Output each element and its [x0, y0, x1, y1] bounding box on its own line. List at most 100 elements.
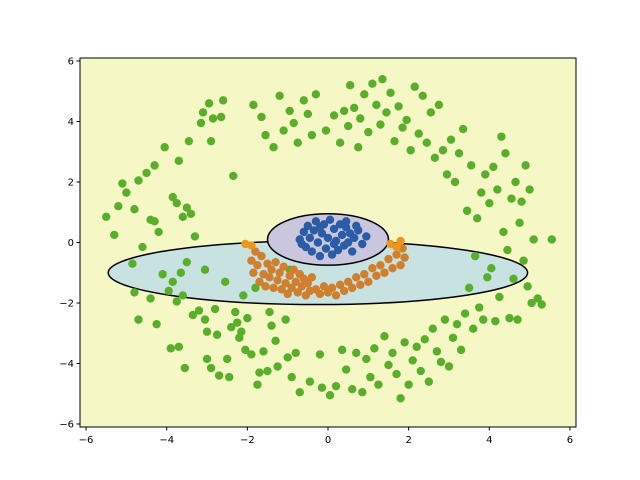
- point-middle_ring-7: [261, 282, 270, 291]
- point-outer_ring-130: [394, 102, 403, 111]
- point-outer_ring-96: [317, 383, 327, 392]
- point-middle_ring-30: [307, 273, 317, 282]
- point-outer_ring-193: [521, 161, 530, 170]
- point-outer_ring-9: [134, 315, 143, 324]
- data-points: [102, 74, 557, 403]
- y-tick-label: 0: [68, 238, 74, 249]
- point-outer_ring-186: [507, 194, 516, 203]
- point-outer_ring-97: [321, 126, 331, 135]
- point-middle_ring_highlight-3: [392, 242, 401, 252]
- point-inner_cluster-32: [315, 223, 325, 232]
- point-outer_ring-8: [134, 176, 143, 185]
- point-outer_ring-138: [410, 82, 419, 91]
- point-outer_ring-124: [382, 108, 391, 117]
- point-inner_cluster-1: [299, 227, 309, 237]
- point-outer_ring-122: [378, 74, 387, 84]
- point-outer_ring-82: [281, 315, 290, 324]
- point-outer_ring-156: [446, 135, 456, 144]
- point-outer_ring-142: [418, 91, 427, 101]
- point-outer_ring-58: [229, 171, 238, 181]
- point-outer_ring-55: [222, 354, 232, 364]
- point-outer_ring-98: [325, 391, 335, 400]
- point-outer_ring-90: [299, 96, 309, 105]
- point-outer_ring-87: [291, 348, 300, 358]
- point-outer_ring-159: [452, 319, 462, 329]
- point-inner_cluster-12: [321, 244, 331, 253]
- point-middle_ring-8: [263, 259, 272, 268]
- point-outer_ring-69: [253, 380, 262, 389]
- point-outer_ring-68: [251, 283, 260, 293]
- point-outer_ring-88: [293, 138, 302, 147]
- point-outer_ring-24: [172, 297, 181, 306]
- point-inner_cluster-3: [303, 221, 313, 231]
- point-middle_ring-22: [291, 277, 300, 287]
- point-middle_ring-16: [279, 262, 288, 271]
- point-outer_ring-71: [257, 112, 266, 122]
- point-outer_ring-167: [468, 324, 478, 333]
- point-outer_ring-65: [243, 313, 252, 323]
- point-outer_ring-17: [154, 227, 163, 237]
- point-outer_ring-118: [370, 344, 379, 353]
- point-outer_ring-110: [354, 143, 363, 152]
- point-middle_ring-23: [293, 288, 302, 297]
- point-outer_ring-102: [337, 345, 347, 355]
- point-outer_ring-154: [442, 170, 452, 179]
- point-outer_ring-37: [190, 232, 200, 241]
- point-middle_ring-0: [247, 256, 256, 265]
- point-middle_ring-17: [281, 279, 290, 288]
- point-outer_ring-137: [408, 356, 417, 365]
- point-middle_ring-33: [319, 282, 329, 291]
- point-middle_ring-42: [356, 280, 365, 290]
- point-outer_ring-196: [527, 298, 536, 308]
- point-outer_ring-107: [347, 384, 357, 394]
- point-outer_ring-129: [392, 369, 401, 379]
- point-inner_cluster-8: [313, 238, 323, 247]
- point-outer_ring-180: [495, 292, 504, 302]
- point-outer_ring-20: [164, 286, 173, 296]
- point-outer_ring-194: [523, 282, 532, 291]
- point-inner_cluster-23: [343, 238, 353, 247]
- point-outer_ring-10: [138, 242, 147, 252]
- point-outer_ring-178: [491, 316, 500, 326]
- point-outer_ring-99: [329, 111, 339, 120]
- point-outer_ring-105: [343, 121, 353, 131]
- point-outer_ring-21: [166, 344, 175, 353]
- point-outer_ring-192: [519, 256, 528, 265]
- point-outer_ring-190: [515, 218, 524, 228]
- point-inner_cluster-18: [333, 245, 343, 255]
- point-outer_ring-157: [448, 333, 458, 342]
- point-inner_cluster-13: [323, 233, 333, 243]
- point-middle_ring-32: [315, 289, 325, 299]
- point-outer_ring-38: [194, 306, 204, 315]
- point-inner_cluster-16: [329, 224, 339, 234]
- point-outer_ring-86: [289, 118, 298, 128]
- point-outer_ring-170: [475, 303, 484, 312]
- point-inner_cluster-5: [307, 247, 317, 256]
- point-outer_ring-109: [352, 348, 361, 358]
- point-outer_ring-108: [350, 103, 359, 113]
- point-middle_ring-49: [384, 254, 393, 264]
- point-outer_ring-181: [497, 132, 506, 141]
- point-outer_ring-12: [146, 294, 155, 303]
- point-outer_ring-103: [339, 106, 349, 116]
- point-outer_ring-100: [331, 381, 341, 391]
- point-middle_ring-11: [269, 283, 278, 293]
- point-outer_ring-177: [489, 162, 498, 172]
- point-outer_ring-134: [402, 115, 411, 125]
- point-middle_ring-43: [360, 270, 369, 279]
- point-outer_ring-4: [122, 188, 131, 197]
- point-outer_ring-144: [422, 138, 431, 147]
- point-outer_ring-139: [412, 342, 421, 352]
- point-outer_ring-6: [130, 288, 139, 297]
- point-outer_ring-162: [458, 124, 468, 134]
- point-outer_ring-34: [184, 136, 194, 146]
- point-outer_ring-189: [513, 315, 522, 324]
- point-outer_ring-23: [168, 192, 177, 202]
- x-tick-label: 6: [567, 435, 573, 446]
- point-middle_ring-38: [339, 286, 349, 296]
- point-outer_ring-2: [114, 202, 123, 211]
- point-middle_ring-46: [372, 271, 381, 280]
- x-tick-label: −6: [79, 435, 94, 446]
- point-middle_ring-20: [287, 283, 296, 293]
- point-outer_ring-182: [499, 227, 508, 237]
